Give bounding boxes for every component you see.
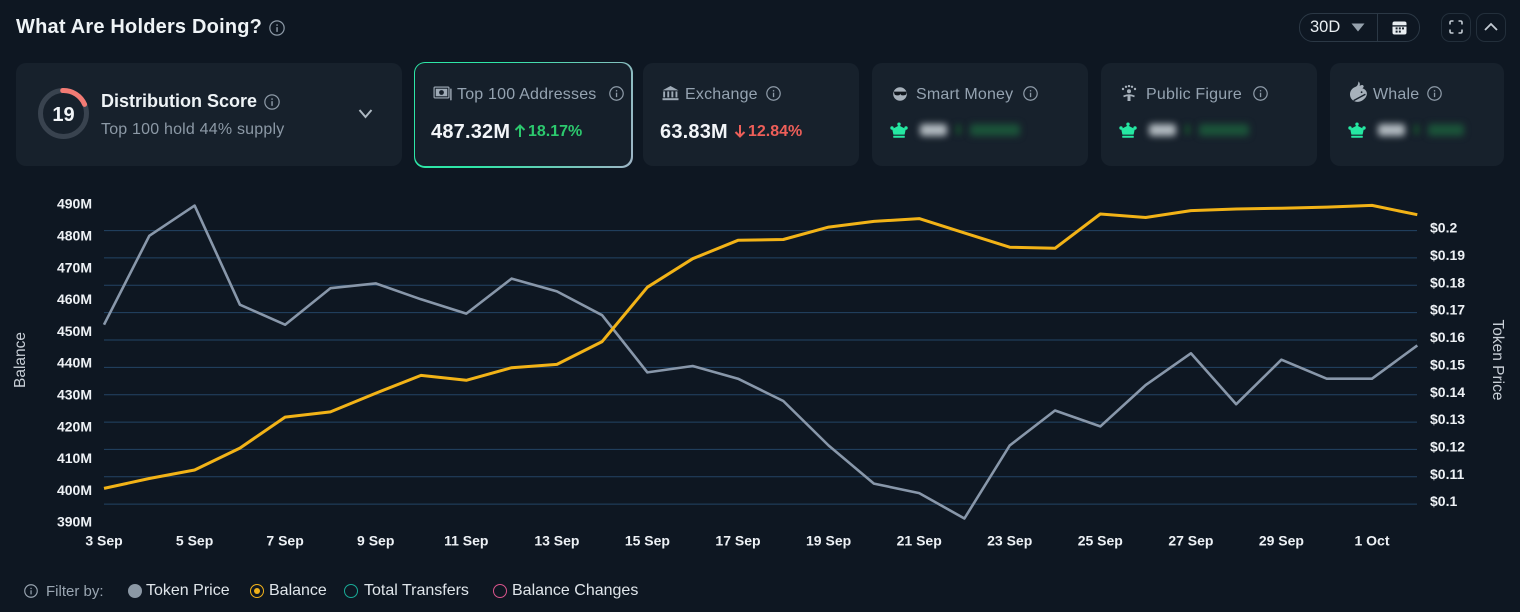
svg-text:23 Sep: 23 Sep xyxy=(987,533,1032,549)
svg-text:400M: 400M xyxy=(57,482,92,498)
svg-text:19: 19 xyxy=(52,104,74,126)
svg-text:$0.16: $0.16 xyxy=(1430,329,1465,345)
svg-text:$0.2: $0.2 xyxy=(1430,220,1457,236)
svg-text:15 Sep: 15 Sep xyxy=(625,533,670,549)
svg-text:460M: 460M xyxy=(57,291,92,307)
svg-text:$0.14: $0.14 xyxy=(1430,384,1465,400)
svg-text:$0.19: $0.19 xyxy=(1430,247,1465,263)
svg-text:$0.1: $0.1 xyxy=(1430,493,1457,509)
svg-text:7 Sep: 7 Sep xyxy=(266,533,303,549)
svg-text:29 Sep: 29 Sep xyxy=(1259,533,1304,549)
svg-text:$0.11: $0.11 xyxy=(1430,466,1464,482)
svg-text:430M: 430M xyxy=(57,387,92,403)
svg-text:17 Sep: 17 Sep xyxy=(715,533,760,549)
svg-text:410M: 410M xyxy=(57,450,92,466)
svg-text:Token Price: Token Price xyxy=(1489,320,1506,401)
svg-text:3 Sep: 3 Sep xyxy=(85,533,122,549)
svg-text:$0.17: $0.17 xyxy=(1430,302,1465,318)
svg-text:19 Sep: 19 Sep xyxy=(806,533,851,549)
svg-text:$0.12: $0.12 xyxy=(1430,439,1465,455)
svg-text:$0.13: $0.13 xyxy=(1430,411,1465,427)
svg-text:$0.18: $0.18 xyxy=(1430,274,1465,290)
svg-text:470M: 470M xyxy=(57,259,92,275)
svg-text:420M: 420M xyxy=(57,418,92,434)
svg-text:21 Sep: 21 Sep xyxy=(897,533,942,549)
svg-text:$0.15: $0.15 xyxy=(1430,357,1465,373)
svg-text:25 Sep: 25 Sep xyxy=(1078,533,1123,549)
svg-text:27 Sep: 27 Sep xyxy=(1168,533,1213,549)
svg-text:5 Sep: 5 Sep xyxy=(176,533,213,549)
svg-text:440M: 440M xyxy=(57,355,92,371)
svg-text:390M: 390M xyxy=(57,514,92,530)
svg-text:11 Sep: 11 Sep xyxy=(444,533,488,549)
svg-text:9 Sep: 9 Sep xyxy=(357,533,394,549)
svg-text:13 Sep: 13 Sep xyxy=(534,533,579,549)
svg-text:480M: 480M xyxy=(57,228,92,244)
svg-text:490M: 490M xyxy=(57,196,92,212)
svg-text:450M: 450M xyxy=(57,323,92,339)
svg-text:1 Oct: 1 Oct xyxy=(1354,533,1389,549)
svg-text:Balance: Balance xyxy=(12,332,29,388)
